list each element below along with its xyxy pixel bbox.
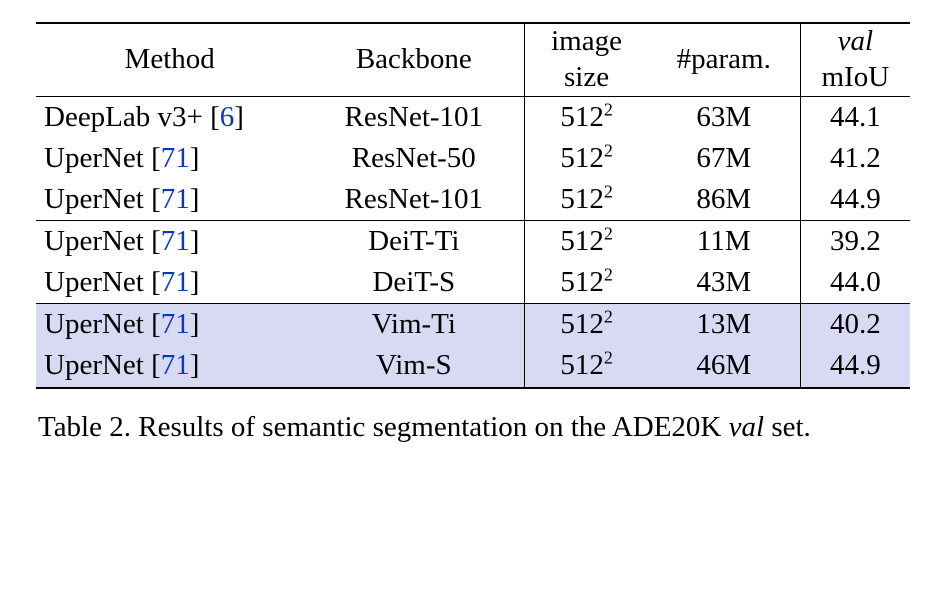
caption-val: val bbox=[729, 411, 764, 443]
cell-miou: 44.9 bbox=[800, 345, 910, 387]
superscript: 2 bbox=[604, 181, 613, 201]
cell-backbone: DeiT-S bbox=[303, 262, 525, 304]
cell-image-size: 5122 bbox=[525, 138, 648, 179]
col-miou-1: val bbox=[800, 23, 910, 60]
superscript: 2 bbox=[604, 140, 613, 160]
cell-param: 63M bbox=[648, 96, 800, 138]
cell-param: 46M bbox=[648, 345, 800, 387]
table-row: UperNet [71]DeiT-Ti512211M39.2 bbox=[36, 221, 910, 263]
cell-backbone: ResNet-101 bbox=[303, 96, 525, 138]
cell-param: 86M bbox=[648, 179, 800, 221]
cell-method: UperNet [71] bbox=[36, 221, 303, 263]
citation-ref: 6 bbox=[220, 101, 235, 133]
col-image-size-2: size bbox=[525, 60, 648, 96]
table-row: UperNet [71]DeiT-S512243M44.0 bbox=[36, 262, 910, 304]
cell-method: UperNet [71] bbox=[36, 262, 303, 304]
table-row: UperNet [71]Vim-S512246M44.9 bbox=[36, 345, 910, 387]
superscript: 2 bbox=[604, 223, 613, 243]
citation-ref: 71 bbox=[161, 266, 190, 298]
table-row: UperNet [71]Vim-Ti512213M40.2 bbox=[36, 304, 910, 346]
table-caption: Table 2. Results of semantic segmentatio… bbox=[36, 409, 910, 446]
cell-method: UperNet [71] bbox=[36, 179, 303, 221]
cell-param: 67M bbox=[648, 138, 800, 179]
caption-suffix: set. bbox=[764, 411, 811, 443]
cell-miou: 39.2 bbox=[800, 221, 910, 263]
cell-backbone: ResNet-50 bbox=[303, 138, 525, 179]
table-row: UperNet [71]ResNet-50512267M41.2 bbox=[36, 138, 910, 179]
col-param: #param. bbox=[648, 23, 800, 96]
superscript: 2 bbox=[604, 99, 613, 119]
cell-image-size: 5122 bbox=[525, 221, 648, 263]
cell-miou: 41.2 bbox=[800, 138, 910, 179]
cell-method: UperNet [71] bbox=[36, 345, 303, 387]
cell-method: DeepLab v3+ [6] bbox=[36, 96, 303, 138]
cell-backbone: ResNet-101 bbox=[303, 179, 525, 221]
cell-miou: 44.9 bbox=[800, 179, 910, 221]
superscript: 2 bbox=[604, 265, 613, 285]
table-head: Method Backbone image #param. val size m… bbox=[36, 23, 910, 96]
cell-image-size: 5122 bbox=[525, 345, 648, 387]
cell-param: 11M bbox=[648, 221, 800, 263]
cell-image-size: 5122 bbox=[525, 179, 648, 221]
cell-method: UperNet [71] bbox=[36, 138, 303, 179]
cell-param: 13M bbox=[648, 304, 800, 346]
col-backbone: Backbone bbox=[303, 23, 525, 96]
superscript: 2 bbox=[604, 307, 613, 327]
cell-miou: 40.2 bbox=[800, 304, 910, 346]
table-row: DeepLab v3+ [6]ResNet-101512263M44.1 bbox=[36, 96, 910, 138]
cell-image-size: 5122 bbox=[525, 304, 648, 346]
cell-param: 43M bbox=[648, 262, 800, 304]
citation-ref: 71 bbox=[161, 308, 190, 340]
citation-ref: 71 bbox=[161, 225, 190, 257]
cell-backbone: Vim-S bbox=[303, 345, 525, 387]
caption-prefix: Table 2. Results of semantic segmentatio… bbox=[38, 411, 729, 443]
table-body: DeepLab v3+ [6]ResNet-101512263M44.1Uper… bbox=[36, 96, 910, 387]
results-table: Method Backbone image #param. val size m… bbox=[36, 22, 910, 389]
cell-method: UperNet [71] bbox=[36, 304, 303, 346]
cell-backbone: Vim-Ti bbox=[303, 304, 525, 346]
col-image-size-1: image bbox=[525, 23, 648, 60]
citation-ref: 71 bbox=[161, 183, 190, 215]
superscript: 2 bbox=[604, 348, 613, 368]
cell-image-size: 5122 bbox=[525, 96, 648, 138]
cell-image-size: 5122 bbox=[525, 262, 648, 304]
citation-ref: 71 bbox=[161, 142, 190, 174]
citation-ref: 71 bbox=[161, 349, 190, 381]
cell-backbone: DeiT-Ti bbox=[303, 221, 525, 263]
cell-miou: 44.0 bbox=[800, 262, 910, 304]
col-miou-2: mIoU bbox=[800, 60, 910, 96]
cell-miou: 44.1 bbox=[800, 96, 910, 138]
table-row: UperNet [71]ResNet-101512286M44.9 bbox=[36, 179, 910, 221]
col-method: Method bbox=[36, 23, 303, 96]
